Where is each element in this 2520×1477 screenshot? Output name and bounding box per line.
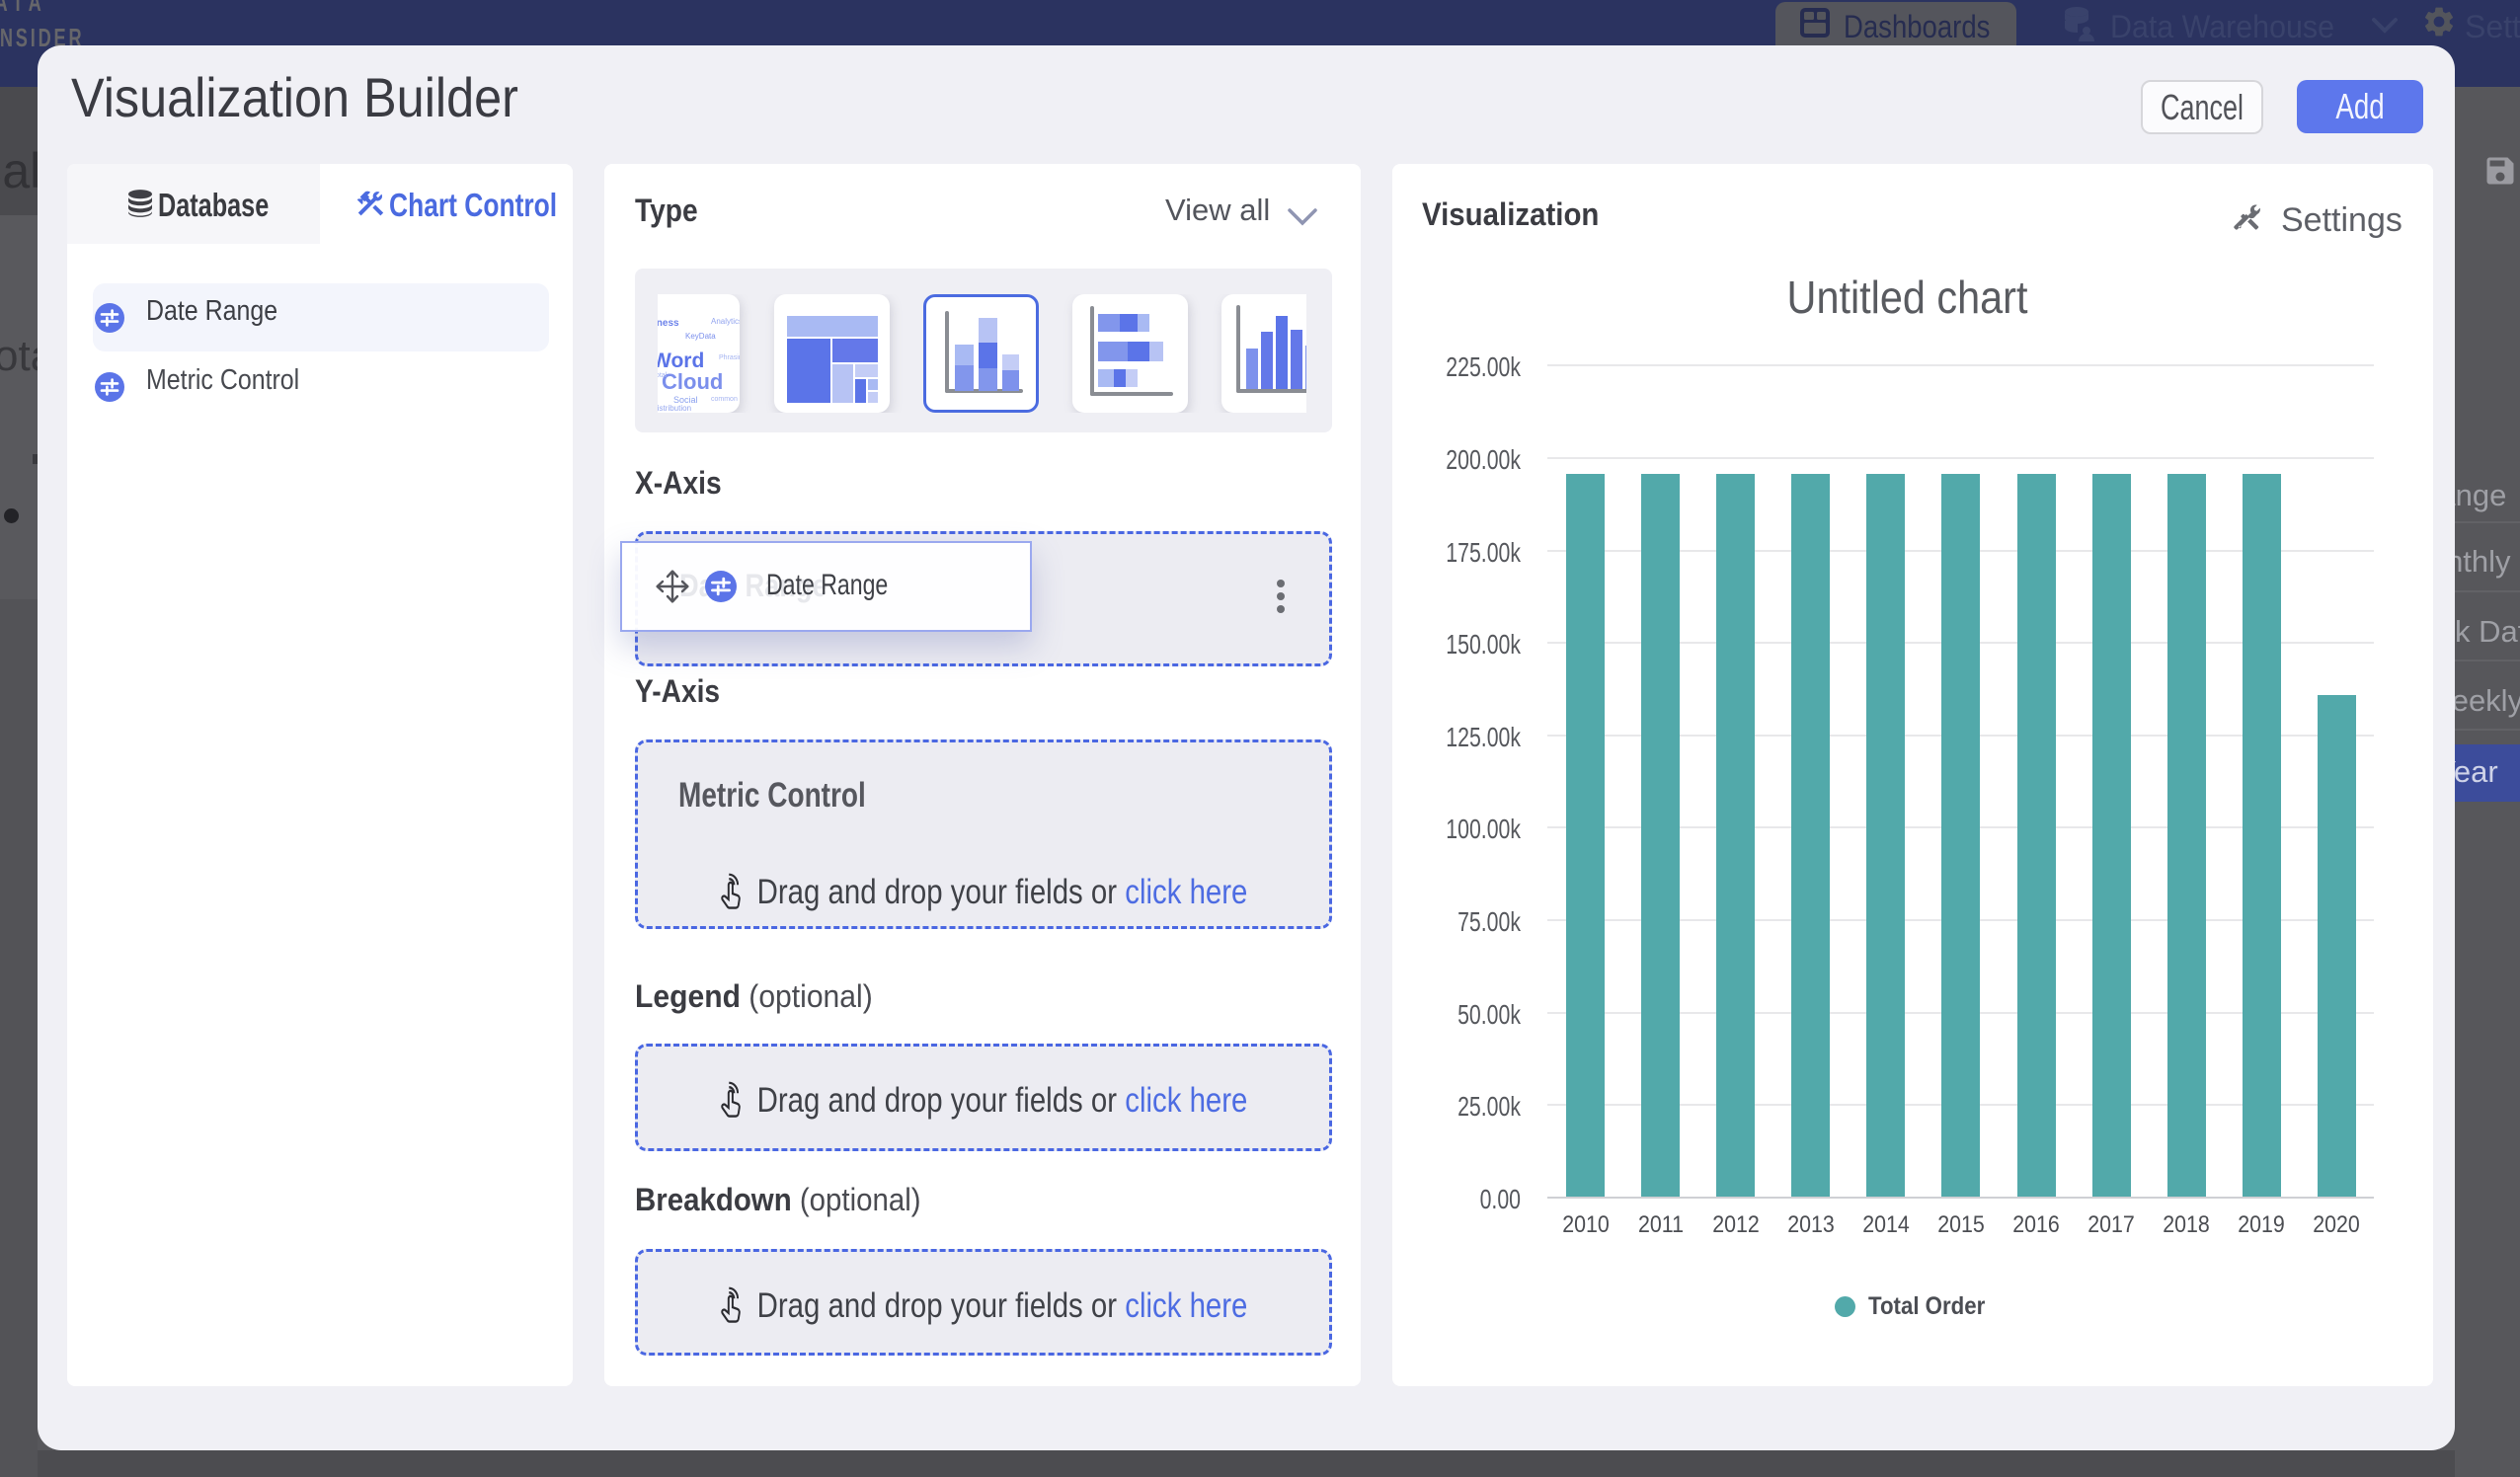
svg-text:Analytics: Analytics (711, 317, 740, 326)
svg-text:Cloud: Cloud (662, 369, 723, 394)
svg-text:total: total (658, 372, 668, 379)
svg-text:common: common (711, 396, 738, 403)
svg-text:Word: Word (658, 350, 704, 372)
svg-text:Social: Social (673, 395, 698, 405)
svg-text:iness: iness (658, 318, 679, 329)
svg-text:KeyData: KeyData (685, 332, 716, 341)
svg-text:Phrasing: Phrasing (719, 354, 740, 361)
svg-text:Distribution: Distribution (658, 404, 691, 413)
